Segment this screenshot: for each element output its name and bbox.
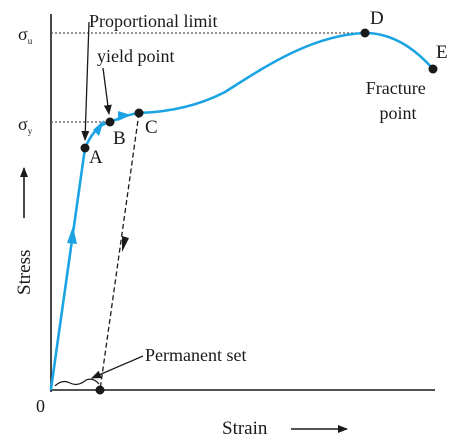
fracture-point-label: Fracture point [366,78,430,123]
point-b-label: B [113,128,126,149]
sigma-y-label: σy [18,114,33,136]
curve-arrow-3 [118,111,131,121]
point-e-marker [428,64,438,74]
yield-point-label: yield point [97,46,175,66]
permanent-set-marker [95,385,105,395]
point-d-marker [360,28,370,38]
yield-point-arrow [102,67,112,115]
strain-axis-label: Strain [222,418,268,439]
sigma-u-label: σu [18,24,33,46]
point-c-marker [134,108,144,118]
proportional-limit-label: Proportional limit [89,11,218,31]
curve-arrow-2 [93,120,104,136]
unloading-dashed-line [99,112,140,391]
permanent-set-label: Permanent set [145,345,246,365]
point-a-marker [80,143,90,153]
permanent-set-arrow [91,355,144,379]
permanent-set-brace [54,378,100,387]
point-e-label: E [436,42,448,63]
unloading-arrow [122,236,129,252]
point-d-label: D [370,8,384,29]
point-c-label: C [145,117,158,138]
proportional-limit-arrow [81,21,90,141]
stress-axis-label: Stress [14,250,35,295]
curve-arrow-1 [67,226,77,244]
point-a-label: A [89,147,103,168]
origin-label: 0 [36,396,45,416]
point-b-marker [105,117,115,127]
